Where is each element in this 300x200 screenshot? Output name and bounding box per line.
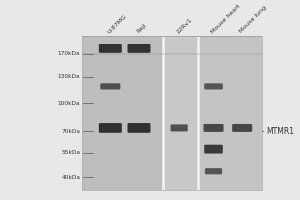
FancyBboxPatch shape [170,124,188,131]
FancyBboxPatch shape [128,123,151,133]
Text: MTMR1: MTMR1 [262,127,295,136]
Text: 40kDa: 40kDa [61,175,80,180]
Text: U-87MG: U-87MG [107,13,128,34]
FancyBboxPatch shape [204,83,223,89]
Bar [198,36,262,190]
FancyBboxPatch shape [99,44,122,53]
Text: Mouse lung: Mouse lung [238,5,268,34]
FancyBboxPatch shape [204,145,223,154]
Text: 70kDa: 70kDa [61,129,80,134]
Text: 170kDa: 170kDa [58,51,80,56]
FancyBboxPatch shape [128,44,151,53]
FancyBboxPatch shape [99,123,122,133]
Bar [82,36,262,190]
Text: 130kDa: 130kDa [58,74,80,79]
Text: 55kDa: 55kDa [61,150,80,155]
Text: Raji: Raji [136,23,147,34]
FancyBboxPatch shape [232,124,252,132]
Bar [82,36,164,190]
FancyBboxPatch shape [100,83,120,89]
Bar [164,36,198,190]
Text: 22Rv1: 22Rv1 [176,17,193,34]
FancyBboxPatch shape [205,168,222,174]
Text: 100kDa: 100kDa [58,101,80,106]
Text: Mouse heart: Mouse heart [210,3,241,34]
FancyBboxPatch shape [203,124,224,132]
